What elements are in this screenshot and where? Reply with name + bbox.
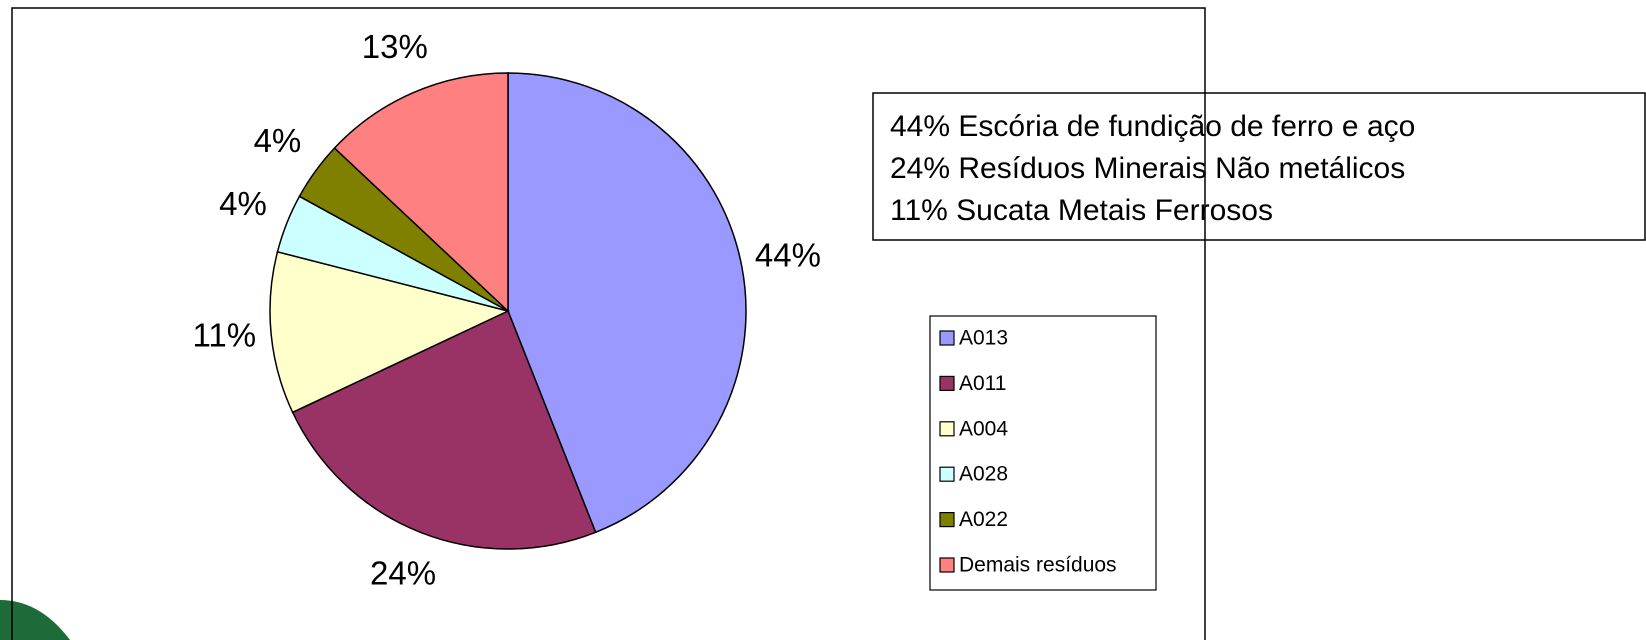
legend-swatch [939, 466, 955, 482]
pie-slice [333, 72, 509, 313]
pie-slice [269, 250, 511, 414]
legend-swatch [939, 557, 955, 573]
legend-label: A011 [959, 372, 1007, 395]
plot-frame [11, 7, 1206, 640]
data-label: 13% [362, 28, 428, 65]
legend-label: A004 [959, 417, 1008, 440]
legend-label: Demais resíduos [959, 554, 1117, 577]
annotation-box [872, 92, 1646, 241]
annotation: 44% Escória de fundição de ferro e aço [890, 110, 1415, 143]
legend-swatch [939, 375, 955, 391]
annotation: 24% Resíduos Minerais Não metálicos [890, 152, 1405, 185]
legend-label: A028 [959, 463, 1008, 486]
data-label: 24% [370, 555, 436, 592]
legend [929, 315, 1157, 591]
legend-label: A013 [959, 327, 1008, 350]
legend-swatch [939, 421, 955, 437]
pie-slice [507, 72, 747, 534]
data-label: 44% [755, 236, 821, 273]
data-label: 11% [192, 317, 256, 354]
data-label: 4% [254, 122, 302, 159]
annotation: 11% Sucata Metais Ferrosos [890, 194, 1273, 227]
data-label: 4% [219, 185, 267, 222]
pie-slice [291, 309, 597, 550]
legend-swatch [939, 511, 955, 528]
legend-label: A022 [959, 508, 1008, 531]
decoration [0, 600, 70, 640]
legend-swatch [939, 330, 955, 346]
